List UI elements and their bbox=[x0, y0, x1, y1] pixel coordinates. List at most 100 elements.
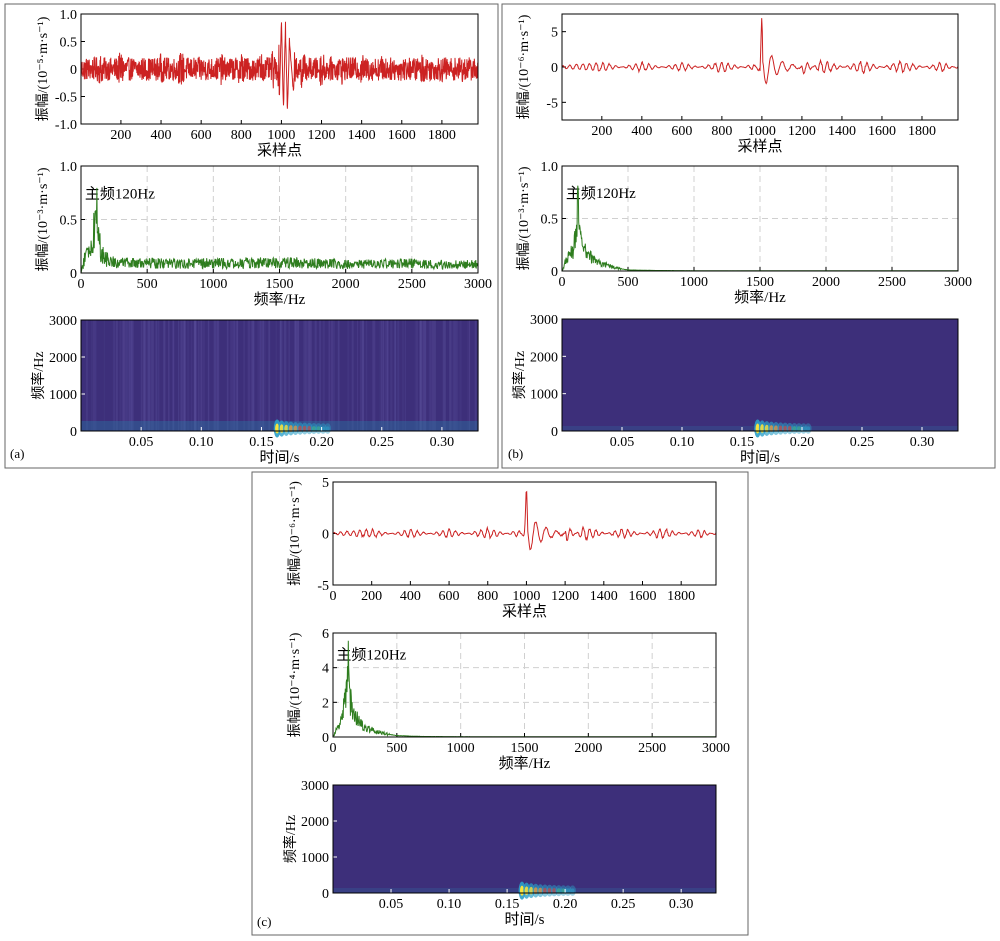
energy-core bbox=[801, 426, 806, 431]
noise-streak bbox=[314, 320, 317, 431]
noise-streak bbox=[194, 320, 197, 431]
noise-streak bbox=[297, 320, 300, 431]
noise-streak bbox=[288, 320, 290, 431]
y-tick-label: 0 bbox=[322, 731, 329, 746]
panel-3-chart-2: 0 500 1000 1500 2000 2500 3000 0 2 4 6 频率/Hz 振幅/(10⁻… bbox=[287, 627, 730, 772]
noise-streak bbox=[131, 320, 134, 431]
axes-frame bbox=[332, 481, 717, 586]
x-tick-label: 1400 bbox=[590, 589, 618, 604]
energy-core bbox=[533, 887, 538, 895]
x-tick-label: 200 bbox=[110, 128, 131, 143]
noise-streak bbox=[431, 320, 434, 431]
noise-streak bbox=[252, 320, 254, 431]
noise-streak bbox=[459, 320, 462, 431]
spectrogram-background bbox=[562, 319, 958, 431]
x-tick-label: 400 bbox=[400, 589, 421, 604]
noise-streak bbox=[213, 320, 216, 431]
noise-streak bbox=[444, 320, 446, 431]
x-tick-label: 600 bbox=[191, 128, 212, 143]
noise-streak bbox=[416, 320, 418, 431]
y-tick-label: 3000 bbox=[49, 314, 77, 329]
x-tick-label: 0.15 bbox=[730, 435, 755, 450]
panel-label-2: (b) bbox=[508, 446, 523, 461]
noise-streak bbox=[122, 320, 125, 431]
y-axis-label: 振幅/(10⁻³·m·s⁻¹) bbox=[516, 166, 532, 270]
noise-streak bbox=[275, 320, 277, 431]
noise-streak bbox=[468, 320, 471, 431]
y-tick-label: 2 bbox=[322, 696, 329, 711]
noise-streak bbox=[113, 320, 116, 431]
y-tick-label: 0.5 bbox=[541, 213, 559, 228]
noise-streak bbox=[257, 320, 260, 431]
noise-streak bbox=[184, 320, 186, 431]
panel-3-chart-1: 0 200 400 600 800 1000 1200 1400 1600 1800-505采样点… bbox=[287, 476, 717, 620]
noise-streak bbox=[193, 320, 196, 431]
noise-streak bbox=[338, 320, 340, 431]
y-tick-label: 2000 bbox=[530, 350, 558, 365]
energy-core bbox=[538, 887, 543, 894]
x-tick-label: 400 bbox=[151, 128, 172, 143]
x-tick-label: 1000 bbox=[748, 124, 776, 139]
noise-streak bbox=[304, 320, 307, 431]
noise-streak bbox=[362, 320, 364, 431]
energy-core bbox=[302, 425, 307, 432]
noise-streak bbox=[308, 320, 310, 431]
x-tick-label: 0.25 bbox=[370, 435, 395, 450]
noise-streak bbox=[449, 320, 452, 431]
y-axis-label: 振幅/(10⁻⁴·m·s⁻¹) bbox=[287, 632, 303, 737]
noise-streak bbox=[305, 320, 308, 431]
noise-streak bbox=[394, 320, 397, 431]
x-tick-label: 1600 bbox=[388, 128, 416, 143]
axes-frame bbox=[561, 165, 959, 272]
noise-streak bbox=[423, 320, 426, 431]
x-tick-label: 500 bbox=[386, 741, 407, 756]
noise-streak bbox=[258, 320, 260, 431]
y-axis-label: 振幅/(10⁻³·m·s⁻¹) bbox=[35, 167, 51, 271]
noise-streak bbox=[150, 320, 153, 431]
noise-streak bbox=[329, 320, 331, 431]
x-tick-label: 2500 bbox=[638, 741, 666, 756]
energy-core bbox=[307, 426, 312, 432]
noise-streak bbox=[177, 320, 180, 431]
x-tick-label: 200 bbox=[591, 124, 612, 139]
y-tick-label: 2000 bbox=[49, 351, 77, 366]
noise-streak bbox=[380, 320, 383, 431]
energy-core bbox=[769, 425, 774, 432]
noise-streak bbox=[183, 320, 186, 431]
noise-streak bbox=[296, 320, 300, 431]
y-tick-label: 0 bbox=[70, 425, 77, 440]
x-tick-label: 0.20 bbox=[309, 435, 334, 450]
noise-streak bbox=[115, 320, 118, 431]
x-tick-label: 1500 bbox=[266, 277, 294, 292]
energy-core bbox=[284, 424, 289, 433]
noise-streak bbox=[250, 320, 254, 431]
series-line bbox=[332, 490, 717, 551]
x-tick-label: 1200 bbox=[551, 589, 579, 604]
noise-streak bbox=[128, 320, 131, 431]
energy-core bbox=[561, 888, 566, 893]
y-tick-label: 1.0 bbox=[541, 160, 559, 175]
panel-1-chart-1: 200 400 600 800 1000 1200 1400 1600 1800 -1.0 -0.5… bbox=[35, 8, 479, 159]
x-tick-label: 2500 bbox=[398, 277, 426, 292]
noise-streak bbox=[121, 320, 124, 431]
noise-streak bbox=[197, 320, 200, 431]
x-axis-label: 采样点 bbox=[257, 142, 302, 159]
noise-streak bbox=[382, 320, 385, 431]
noise-streak bbox=[279, 320, 282, 431]
noise-streak bbox=[294, 320, 298, 431]
energy-core bbox=[325, 426, 330, 431]
series-line bbox=[80, 187, 479, 274]
noise-streak bbox=[119, 320, 121, 431]
noise-streak bbox=[396, 320, 399, 431]
noise-streak bbox=[322, 320, 325, 431]
x-tick-label: 1400 bbox=[828, 124, 856, 139]
noise-streak bbox=[467, 320, 469, 431]
x-axis-label: 时间/s bbox=[740, 449, 780, 466]
noise-streak bbox=[404, 320, 407, 431]
noise-streak bbox=[142, 320, 145, 431]
x-tick-label: 0.30 bbox=[669, 897, 694, 912]
x-tick-label: 1800 bbox=[428, 128, 456, 143]
x-tick-label: 1600 bbox=[628, 589, 656, 604]
x-tick-label: 2500 bbox=[878, 275, 906, 290]
